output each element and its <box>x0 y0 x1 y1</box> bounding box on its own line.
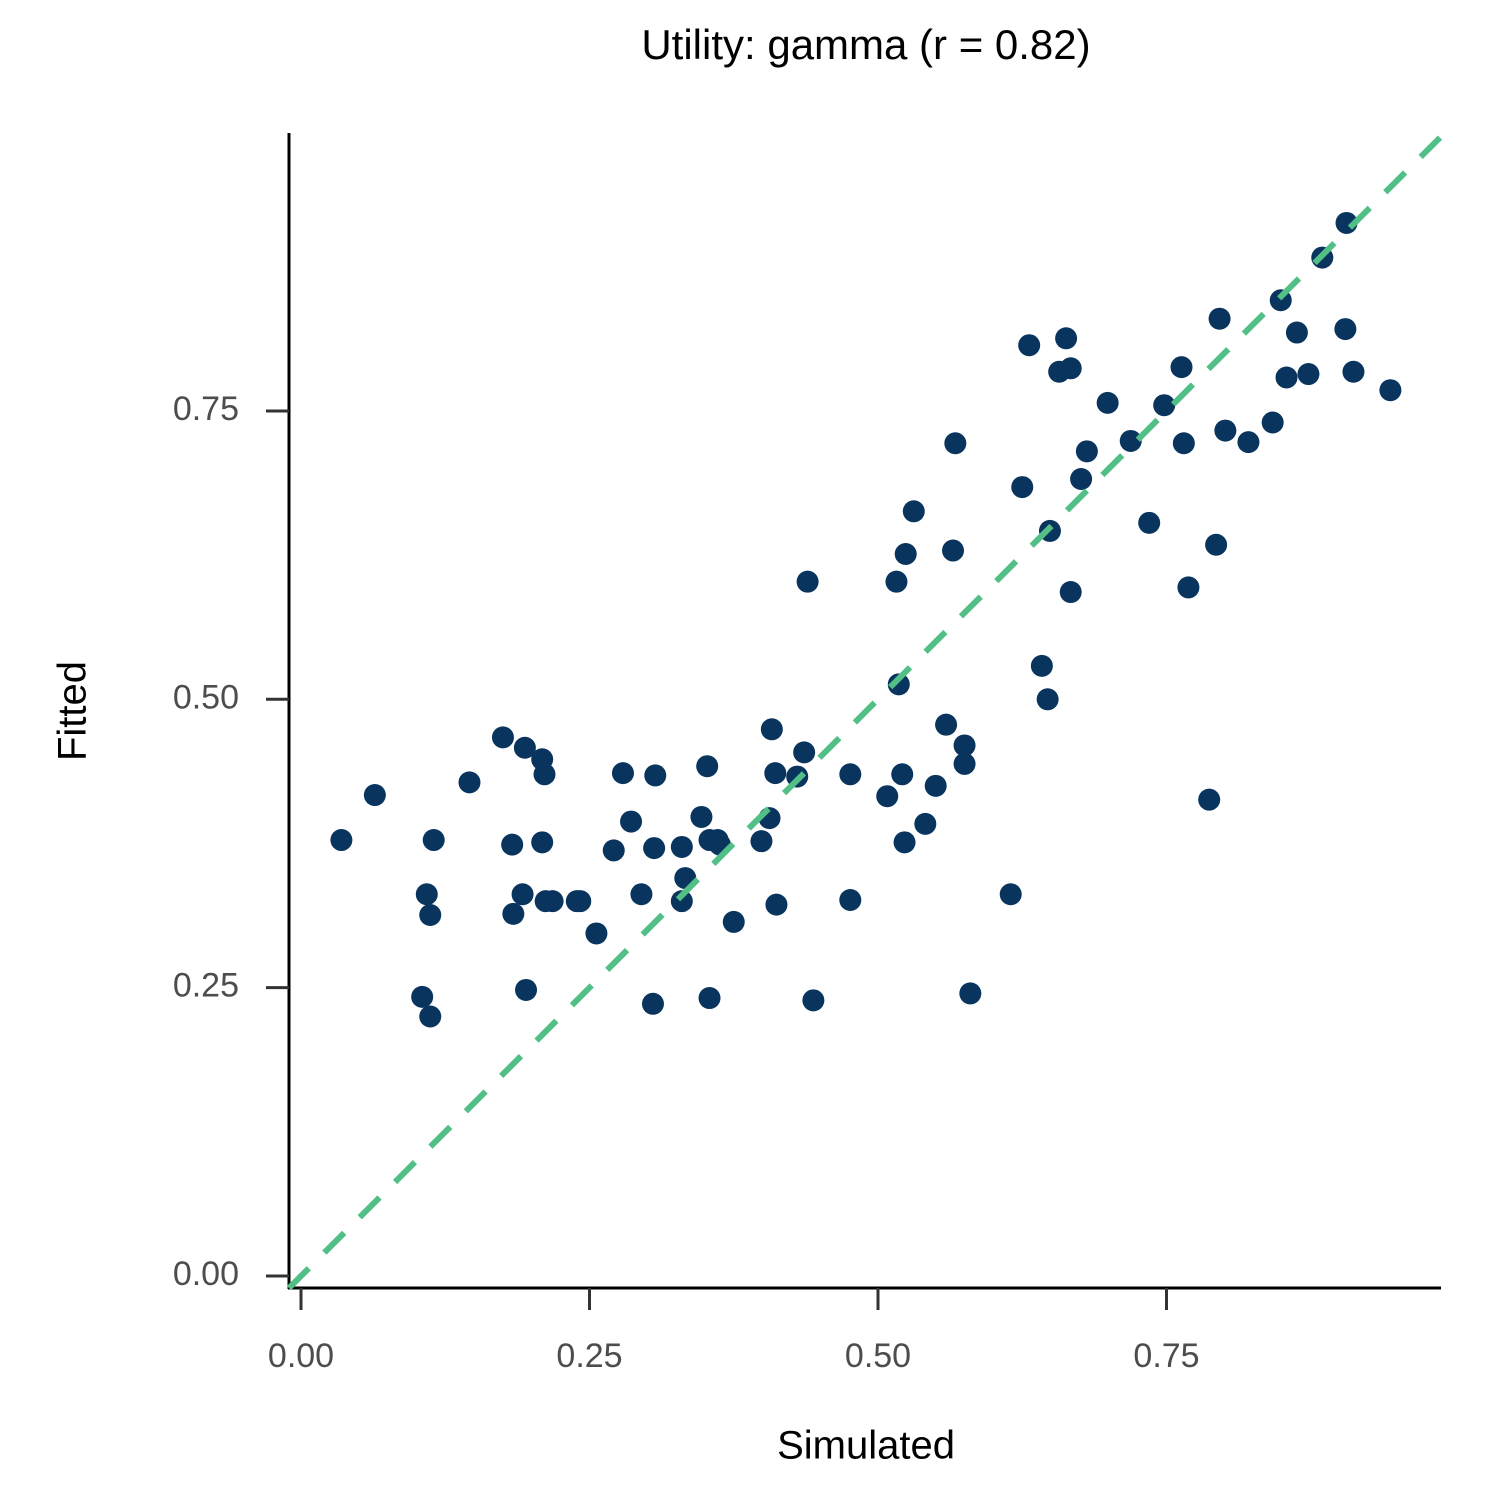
point <box>839 763 862 786</box>
point <box>1119 429 1142 452</box>
point <box>893 831 916 854</box>
point <box>876 785 899 808</box>
point <box>924 774 947 797</box>
x-tick-label: 0.75 <box>1133 1337 1199 1375</box>
point <box>1055 327 1078 350</box>
point <box>1059 581 1082 604</box>
x-tick-label: 0.50 <box>845 1337 911 1375</box>
point <box>1379 379 1402 402</box>
point <box>1208 307 1231 330</box>
point <box>1285 321 1308 344</box>
point <box>1261 411 1284 434</box>
point <box>1342 360 1365 383</box>
y-tick-label: 0.25 <box>173 967 239 1005</box>
point <box>415 883 438 906</box>
point <box>585 922 608 945</box>
point <box>1059 357 1082 380</box>
x-tick-label: 0.00 <box>268 1337 334 1375</box>
point <box>1153 394 1176 417</box>
point <box>531 831 554 854</box>
point <box>515 978 538 1001</box>
identity-line <box>286 135 1443 1291</box>
point <box>887 673 910 696</box>
point <box>602 839 625 862</box>
point <box>839 889 862 912</box>
point <box>1177 576 1200 599</box>
point <box>630 883 653 906</box>
point <box>643 837 666 860</box>
point <box>1334 318 1357 341</box>
point <box>541 890 564 913</box>
point <box>511 883 534 906</box>
point <box>750 830 773 853</box>
point <box>1096 391 1119 414</box>
point <box>894 542 917 565</box>
point <box>722 910 745 933</box>
point <box>698 987 721 1010</box>
point <box>533 763 556 786</box>
point <box>1070 468 1093 491</box>
y-tick-label: 0.75 <box>173 390 239 428</box>
point <box>796 570 819 593</box>
point <box>1075 440 1098 463</box>
y-axis-label: Fitted <box>51 661 95 761</box>
x-axis-label: Simulated <box>777 1424 955 1468</box>
point <box>885 570 908 593</box>
point <box>764 762 787 785</box>
point <box>1297 363 1320 386</box>
point <box>935 713 958 736</box>
point <box>891 763 914 786</box>
point <box>670 835 693 858</box>
point <box>793 741 816 764</box>
point <box>1198 788 1221 811</box>
point <box>641 992 664 1015</box>
point <box>959 982 982 1005</box>
point <box>765 893 788 916</box>
point <box>1205 533 1228 556</box>
point <box>419 903 442 926</box>
point <box>1170 356 1193 379</box>
point <box>363 784 386 807</box>
point <box>419 1005 442 1028</box>
point <box>513 736 536 759</box>
point <box>1138 511 1161 534</box>
point <box>422 829 445 852</box>
point <box>502 902 525 925</box>
point <box>1030 654 1053 677</box>
point <box>458 771 481 794</box>
point <box>330 829 353 852</box>
point <box>569 890 592 913</box>
point <box>670 890 693 913</box>
point <box>902 500 925 523</box>
point <box>690 805 713 828</box>
point <box>1275 366 1298 389</box>
point <box>760 718 783 741</box>
point <box>620 810 643 833</box>
point <box>914 812 937 835</box>
point <box>644 764 667 787</box>
point <box>1237 431 1260 454</box>
point <box>802 989 825 1012</box>
y-tick-label: 0.00 <box>173 1255 239 1293</box>
point <box>944 432 967 455</box>
point <box>1018 334 1041 357</box>
point <box>491 726 514 749</box>
point <box>953 734 976 757</box>
point <box>1036 688 1059 711</box>
point <box>1011 476 1034 499</box>
x-tick-label: 0.25 <box>556 1337 622 1375</box>
chart-title: Utility: gamma (r = 0.82) <box>641 21 1090 68</box>
point <box>1214 419 1237 442</box>
point <box>953 752 976 775</box>
point <box>999 883 1022 906</box>
point <box>501 833 524 856</box>
point <box>942 539 965 562</box>
point <box>611 762 634 785</box>
point <box>411 985 434 1008</box>
y-tick-label: 0.50 <box>173 678 239 716</box>
point <box>1172 432 1195 455</box>
point <box>696 755 719 778</box>
